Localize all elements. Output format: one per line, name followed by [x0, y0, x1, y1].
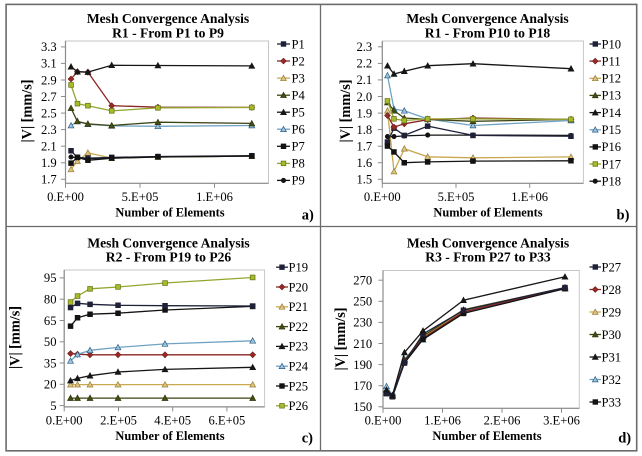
svg-text:P8: P8 [292, 157, 305, 171]
svg-text:c): c) [302, 431, 313, 447]
svg-text:0.E+00: 0.E+00 [46, 414, 83, 428]
svg-text:3.1: 3.1 [41, 57, 57, 71]
svg-text:P30: P30 [602, 328, 622, 342]
svg-text:170: 170 [353, 379, 372, 393]
svg-text:2.2: 2.2 [356, 57, 372, 71]
svg-text:6.E+05: 6.E+05 [208, 414, 245, 428]
svg-text:65: 65 [44, 314, 57, 328]
svg-text:Number of Elements: Number of Elements [115, 429, 224, 443]
svg-text:1.8: 1.8 [356, 123, 372, 137]
svg-text:1.5: 1.5 [356, 173, 372, 187]
svg-text:2.0: 2.0 [356, 90, 372, 104]
svg-text:P18: P18 [602, 175, 622, 189]
svg-text:R1 - From P1 to P9: R1 - From P1 to P9 [112, 26, 224, 41]
svg-text:P31: P31 [602, 350, 622, 364]
svg-text:P15: P15 [602, 123, 622, 137]
svg-text:|V| [mm/s]: |V| [mm/s] [20, 79, 36, 142]
svg-text:5: 5 [50, 399, 56, 413]
svg-text:2.E+06: 2.E+06 [484, 414, 521, 428]
svg-text:Number of Elements: Number of Elements [433, 206, 542, 220]
svg-text:R3 - From P27 to P33: R3 - From P27 to P33 [425, 250, 551, 265]
svg-text:Mesh Convergence Analysis: Mesh Convergence Analysis [87, 235, 249, 250]
svg-text:P29: P29 [602, 305, 622, 319]
svg-text:P7: P7 [292, 140, 305, 154]
svg-text:|V| [mm/s]: |V| [mm/s] [333, 307, 349, 370]
svg-text:4.E+05: 4.E+05 [154, 414, 191, 428]
svg-text:P13: P13 [602, 89, 622, 103]
svg-text:P27: P27 [602, 260, 622, 274]
svg-text:P26: P26 [289, 399, 309, 413]
svg-text:P32: P32 [602, 373, 622, 387]
svg-text:P24: P24 [289, 360, 309, 374]
svg-text:1.E+06: 1.E+06 [424, 414, 461, 428]
svg-text:1.6: 1.6 [356, 156, 372, 170]
svg-text:5.E+05: 5.E+05 [438, 190, 475, 204]
svg-text:P14: P14 [602, 106, 622, 120]
svg-text:0.E+00: 0.E+00 [364, 190, 401, 204]
svg-text:250: 250 [353, 295, 372, 309]
svg-text:P11: P11 [602, 55, 621, 69]
svg-text:0.E+00: 0.E+00 [47, 190, 84, 204]
svg-text:2.1: 2.1 [41, 140, 57, 154]
svg-text:2.9: 2.9 [41, 73, 57, 87]
svg-text:Mesh Convergence Analysis: Mesh Convergence Analysis [407, 235, 569, 250]
svg-text:Mesh Convergence Analysis: Mesh Convergence Analysis [406, 11, 568, 26]
svg-text:d): d) [618, 431, 631, 447]
svg-text:2.3: 2.3 [41, 123, 57, 137]
svg-text:Mesh Convergence Analysis: Mesh Convergence Analysis [87, 11, 249, 26]
svg-text:2.7: 2.7 [41, 90, 57, 104]
svg-text:P23: P23 [289, 340, 309, 354]
svg-text:P2: P2 [292, 54, 305, 68]
svg-text:|V| [mm/s]: |V| [mm/s] [338, 79, 354, 142]
svg-text:2.E+05: 2.E+05 [100, 414, 137, 428]
svg-text:P1: P1 [292, 37, 305, 51]
svg-text:P22: P22 [289, 320, 309, 334]
svg-text:P19: P19 [289, 261, 309, 275]
svg-text:35: 35 [44, 356, 57, 370]
svg-text:20: 20 [44, 378, 57, 392]
svg-text:1.7: 1.7 [356, 140, 372, 154]
svg-text:5.E+05: 5.E+05 [122, 190, 159, 204]
svg-text:190: 190 [353, 358, 372, 372]
svg-text:a): a) [302, 208, 314, 224]
svg-text:P9: P9 [292, 174, 305, 188]
svg-text:P16: P16 [602, 140, 622, 154]
svg-text:1.9: 1.9 [41, 156, 57, 170]
svg-text:210: 210 [353, 337, 372, 351]
svg-text:3.E+06: 3.E+06 [543, 414, 580, 428]
svg-text:2.3: 2.3 [356, 40, 372, 54]
svg-text:50: 50 [44, 335, 57, 349]
svg-text:P4: P4 [292, 89, 306, 103]
svg-text:P12: P12 [602, 72, 622, 86]
svg-text:P3: P3 [292, 71, 305, 85]
svg-text:0.E+00: 0.E+00 [365, 414, 402, 428]
svg-text:95: 95 [44, 271, 57, 285]
svg-text:80: 80 [44, 293, 57, 307]
svg-text:P33: P33 [602, 395, 622, 409]
svg-text:3.3: 3.3 [41, 40, 57, 54]
svg-text:P6: P6 [292, 123, 305, 137]
svg-text:P10: P10 [602, 37, 622, 51]
svg-text:Number of Elements: Number of Elements [115, 206, 224, 220]
svg-text:P17: P17 [602, 157, 622, 171]
svg-text:270: 270 [353, 274, 372, 288]
svg-text:Number of Elements: Number of Elements [432, 429, 541, 443]
svg-text:|V| [mm/s]: |V| [mm/s] [8, 306, 24, 369]
svg-text:1.7: 1.7 [41, 173, 57, 187]
svg-text:b): b) [617, 208, 630, 224]
svg-text:P21: P21 [289, 300, 309, 314]
svg-text:1.E+06: 1.E+06 [511, 190, 548, 204]
svg-text:P20: P20 [289, 280, 309, 294]
svg-text:P25: P25 [289, 379, 309, 393]
svg-text:1.9: 1.9 [356, 106, 372, 120]
svg-text:1.E+06: 1.E+06 [196, 190, 233, 204]
svg-text:R2 - From P19 to P26: R2 - From P19 to P26 [106, 250, 232, 265]
svg-text:150: 150 [353, 400, 372, 414]
svg-text:P5: P5 [292, 106, 305, 120]
svg-text:R1 - From P10 to P18: R1 - From P10 to P18 [425, 26, 551, 41]
svg-text:2.1: 2.1 [356, 73, 372, 87]
svg-text:230: 230 [353, 316, 372, 330]
svg-text:P28: P28 [602, 283, 622, 297]
svg-text:2.5: 2.5 [41, 106, 57, 120]
